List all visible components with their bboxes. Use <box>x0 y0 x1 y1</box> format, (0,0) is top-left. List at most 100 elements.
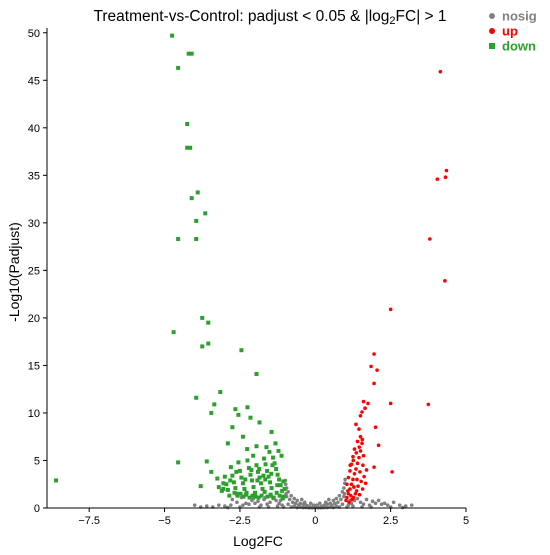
data-point-down <box>271 495 276 500</box>
data-point-down <box>215 476 220 481</box>
data-point-down <box>273 441 278 446</box>
data-point-down <box>263 477 268 482</box>
data-point-nosig <box>327 497 331 502</box>
data-point-up <box>376 443 381 448</box>
x-axis-title: Log2FC <box>233 533 283 549</box>
data-point-nosig <box>355 496 360 501</box>
data-point-down <box>268 492 273 497</box>
data-point-up <box>363 406 367 410</box>
data-point-down <box>241 494 246 499</box>
data-point-down <box>218 390 223 395</box>
data-point-nosig <box>324 500 328 505</box>
data-point-nosig <box>403 504 408 508</box>
data-point-nosig <box>376 498 381 503</box>
y-axis-title: -Log10(Padjust) <box>6 222 22 322</box>
data-point-down <box>269 429 274 434</box>
data-point-up <box>352 471 357 476</box>
x-tick-label: −7.5 <box>78 515 100 527</box>
data-point-nosig <box>244 501 248 506</box>
data-point-down <box>200 315 205 320</box>
data-point-nosig <box>342 486 346 490</box>
data-point-down <box>259 493 264 498</box>
data-point-nosig <box>358 500 363 505</box>
data-point-down <box>280 496 285 501</box>
data-point-down <box>257 475 262 480</box>
data-point-nosig <box>299 497 304 502</box>
data-point-up <box>349 482 354 487</box>
y-tick-label: 5 <box>34 455 40 467</box>
data-point-up <box>361 463 365 468</box>
data-point-down <box>189 196 194 201</box>
data-point-up <box>352 485 356 489</box>
data-point-down <box>247 495 252 500</box>
data-point-nosig <box>292 496 296 501</box>
data-point-nosig <box>302 500 307 505</box>
data-point-up <box>444 168 449 173</box>
data-point-down <box>225 487 230 492</box>
y-tick-label: 35 <box>28 170 40 182</box>
data-point-down <box>251 453 256 458</box>
data-point-down <box>176 460 181 465</box>
x-tick-label: −5 <box>158 515 171 527</box>
data-point-down <box>209 410 214 415</box>
data-point-up <box>349 493 353 498</box>
data-point-up <box>390 470 394 474</box>
data-point-down <box>231 480 236 485</box>
data-point-down <box>236 460 241 465</box>
data-point-down <box>171 330 176 335</box>
data-point-nosig <box>339 497 343 502</box>
data-point-down <box>233 407 238 412</box>
y-tick-label: 40 <box>28 123 40 135</box>
legend-marker-down <box>489 43 495 49</box>
data-point-nosig <box>318 501 322 506</box>
x-tick-label: 5 <box>463 515 469 527</box>
data-point-up <box>443 175 448 180</box>
data-point-nosig <box>217 503 221 507</box>
data-point-down <box>185 122 190 126</box>
data-point-down <box>267 449 272 454</box>
data-point-down <box>234 469 239 474</box>
x-tick-label: −2.5 <box>229 515 251 527</box>
data-point-nosig <box>230 497 235 502</box>
data-point-down <box>275 483 280 488</box>
data-point-nosig <box>308 501 313 506</box>
data-point-down <box>188 145 193 150</box>
data-point-down <box>269 486 274 491</box>
data-point-nosig <box>293 501 298 506</box>
data-point-down <box>248 415 253 420</box>
data-point-down <box>216 485 221 490</box>
data-point-nosig <box>334 504 339 508</box>
data-point-down <box>279 453 284 458</box>
x-tick-label: 0 <box>312 515 318 527</box>
data-point-up <box>351 454 355 459</box>
data-point-down <box>209 469 214 474</box>
data-point-down <box>282 486 287 491</box>
data-point-down <box>194 237 199 242</box>
data-point-nosig <box>286 502 290 506</box>
data-point-nosig <box>333 501 337 506</box>
data-point-up <box>388 307 393 312</box>
data-point-down <box>239 475 244 480</box>
data-point-up <box>372 381 376 386</box>
data-point-nosig <box>382 501 387 506</box>
y-tick-label: 25 <box>28 265 40 277</box>
data-point-nosig <box>223 504 227 508</box>
data-point-up <box>364 468 369 472</box>
data-point-down <box>271 455 276 460</box>
data-point-up <box>353 491 358 496</box>
y-tick-label: 10 <box>28 408 40 420</box>
series-up <box>344 69 449 505</box>
data-point-nosig <box>336 500 340 505</box>
data-point-up <box>354 467 358 471</box>
data-point-down <box>245 405 250 410</box>
x-tick-label: 2.5 <box>383 515 398 527</box>
data-point-up <box>435 177 440 181</box>
data-point-nosig <box>361 502 366 506</box>
data-point-up <box>373 425 378 430</box>
data-point-down <box>228 465 233 470</box>
data-point-down <box>269 471 274 476</box>
data-point-up <box>354 422 358 427</box>
data-point-nosig <box>229 503 233 507</box>
chart-title-part-main: Treatment-vs-Control: padjust < 0.05 & |… <box>93 8 389 25</box>
